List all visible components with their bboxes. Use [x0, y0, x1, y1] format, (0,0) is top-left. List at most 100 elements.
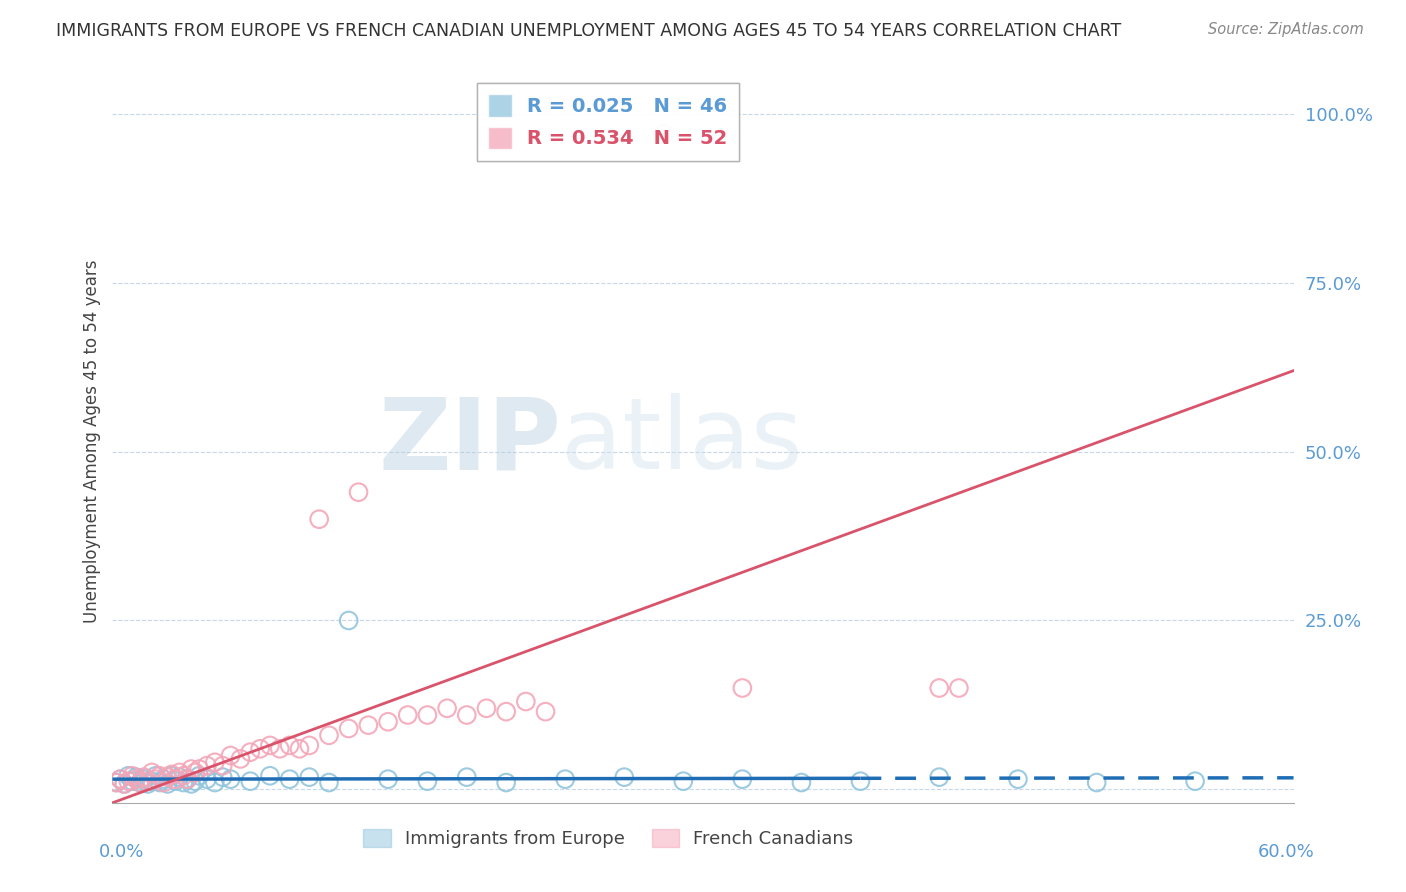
- Point: [357, 718, 380, 732]
- Point: [145, 772, 167, 787]
- Point: [337, 722, 360, 736]
- Point: [149, 769, 172, 783]
- Point: [249, 741, 271, 756]
- Point: [110, 772, 132, 787]
- Point: [105, 775, 128, 789]
- Point: [948, 681, 970, 695]
- Point: [239, 745, 262, 759]
- Point: [149, 775, 172, 789]
- Point: [495, 775, 517, 789]
- Point: [145, 769, 167, 783]
- Point: [652, 128, 675, 142]
- Point: [1085, 775, 1108, 789]
- Point: [849, 774, 872, 789]
- Point: [156, 770, 179, 784]
- Text: 0.0%: 0.0%: [98, 843, 143, 861]
- Point: [121, 774, 143, 789]
- Point: [337, 614, 360, 628]
- Legend: R = 0.025   N = 46, R = 0.534   N = 52: R = 0.025 N = 46, R = 0.534 N = 52: [477, 83, 740, 161]
- Point: [731, 681, 754, 695]
- Point: [156, 777, 179, 791]
- Point: [672, 774, 695, 789]
- Point: [416, 708, 439, 723]
- Point: [229, 752, 252, 766]
- Point: [169, 765, 191, 780]
- Point: [318, 728, 340, 742]
- Point: [554, 772, 576, 787]
- Point: [172, 769, 194, 783]
- Point: [308, 512, 330, 526]
- Point: [416, 774, 439, 789]
- Point: [132, 772, 155, 787]
- Point: [184, 765, 207, 780]
- Point: [456, 770, 478, 784]
- Point: [288, 741, 311, 756]
- Point: [613, 770, 636, 784]
- Point: [928, 681, 950, 695]
- Point: [110, 772, 132, 787]
- Point: [269, 741, 291, 756]
- Point: [152, 772, 174, 787]
- Point: [515, 694, 537, 708]
- Point: [172, 775, 194, 789]
- Point: [169, 770, 191, 784]
- Point: [165, 774, 187, 789]
- Point: [298, 770, 321, 784]
- Point: [219, 772, 242, 787]
- Point: [136, 777, 159, 791]
- Point: [259, 769, 281, 783]
- Point: [117, 774, 139, 789]
- Point: [396, 708, 419, 723]
- Point: [219, 748, 242, 763]
- Text: atlas: atlas: [561, 393, 803, 490]
- Point: [1007, 772, 1029, 787]
- Point: [534, 705, 557, 719]
- Point: [160, 769, 183, 783]
- Point: [278, 772, 301, 787]
- Point: [239, 774, 262, 789]
- Point: [347, 485, 370, 500]
- Point: [160, 767, 183, 781]
- Point: [318, 775, 340, 789]
- Point: [165, 772, 187, 787]
- Point: [204, 756, 226, 770]
- Point: [152, 775, 174, 789]
- Point: [141, 774, 163, 789]
- Point: [731, 772, 754, 787]
- Point: [105, 775, 128, 789]
- Point: [121, 769, 143, 783]
- Point: [180, 762, 202, 776]
- Point: [790, 775, 813, 789]
- Point: [136, 774, 159, 789]
- Point: [195, 772, 218, 787]
- Point: [436, 701, 458, 715]
- Point: [129, 775, 152, 789]
- Point: [132, 770, 155, 784]
- Point: [188, 762, 211, 776]
- Point: [117, 769, 139, 783]
- Y-axis label: Unemployment Among Ages 45 to 54 years: Unemployment Among Ages 45 to 54 years: [83, 260, 101, 624]
- Point: [176, 772, 198, 787]
- Point: [180, 777, 202, 791]
- Point: [475, 701, 498, 715]
- Point: [928, 770, 950, 784]
- Point: [195, 758, 218, 772]
- Point: [1184, 774, 1206, 789]
- Point: [204, 775, 226, 789]
- Point: [211, 770, 233, 784]
- Point: [377, 772, 399, 787]
- Point: [112, 777, 135, 791]
- Point: [141, 765, 163, 780]
- Point: [298, 739, 321, 753]
- Point: [129, 775, 152, 789]
- Text: ZIP: ZIP: [378, 393, 561, 490]
- Point: [278, 739, 301, 753]
- Point: [184, 774, 207, 789]
- Text: IMMIGRANTS FROM EUROPE VS FRENCH CANADIAN UNEMPLOYMENT AMONG AGES 45 TO 54 YEARS: IMMIGRANTS FROM EUROPE VS FRENCH CANADIA…: [56, 22, 1122, 40]
- Point: [188, 769, 211, 783]
- Point: [176, 772, 198, 787]
- Point: [377, 714, 399, 729]
- Point: [211, 758, 233, 772]
- Point: [456, 708, 478, 723]
- Point: [125, 770, 148, 784]
